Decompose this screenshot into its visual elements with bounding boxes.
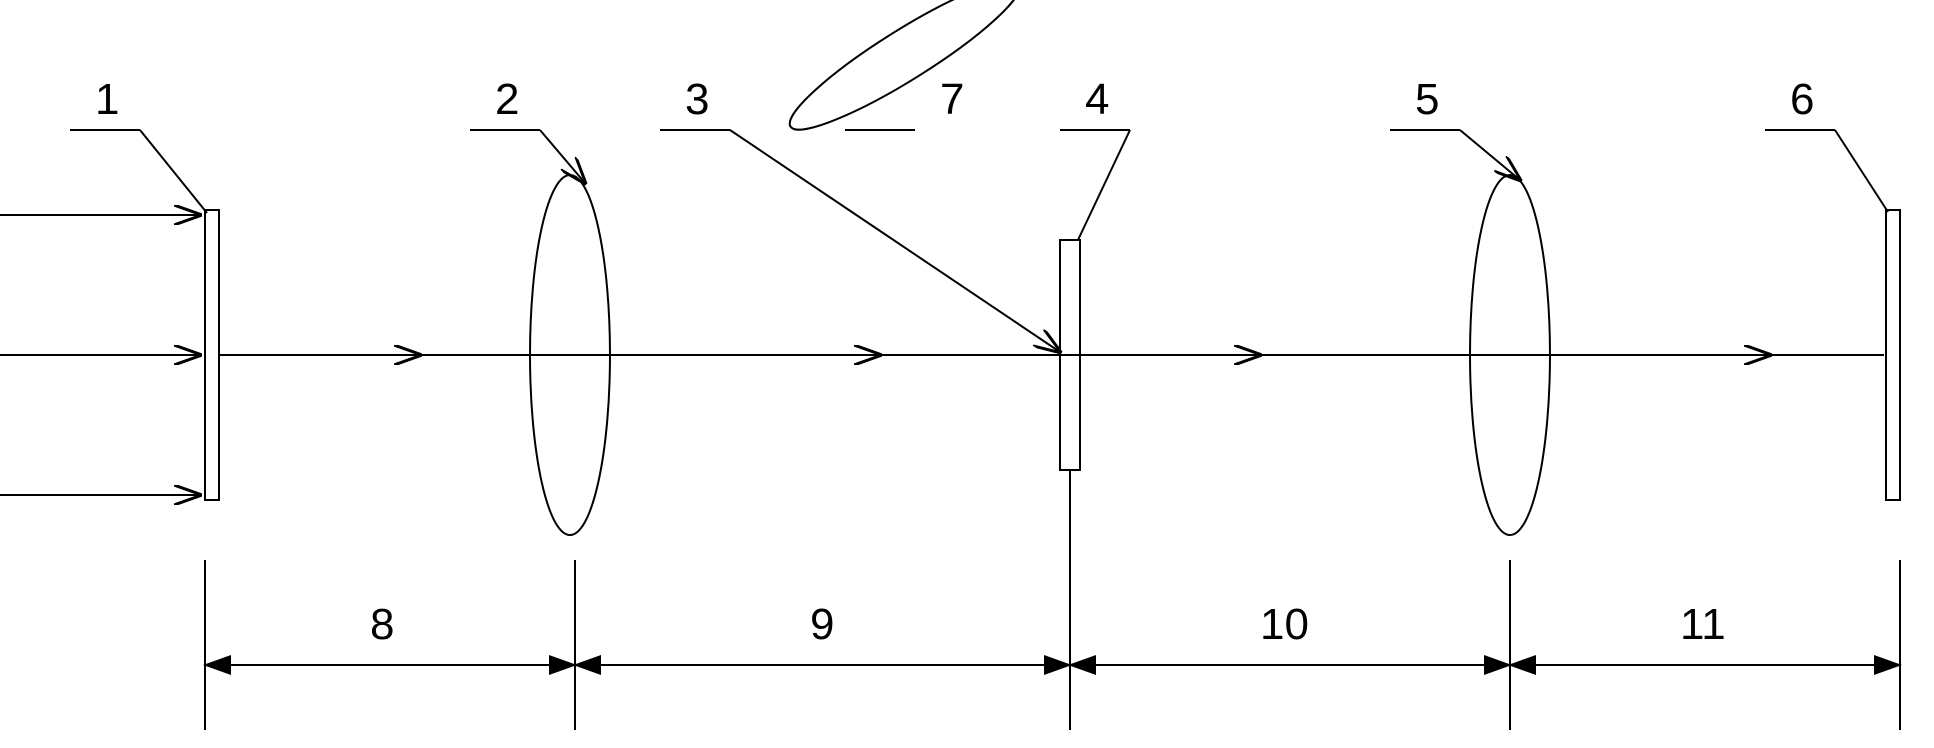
label-2: 2 (495, 75, 519, 125)
callout-4 (1078, 130, 1130, 240)
optical-diagram (0, 0, 1934, 748)
label-9: 9 (810, 600, 834, 650)
label-5: 5 (1415, 75, 1439, 125)
callout-2 (540, 130, 585, 183)
label-10: 10 (1260, 600, 1309, 650)
element-7-tilted-lens (777, 0, 1032, 148)
dimension-extensions (205, 470, 1900, 730)
callout-5 (1460, 130, 1520, 180)
label-4: 4 (1085, 75, 1109, 125)
element-1-plane (205, 210, 219, 500)
callout-1 (140, 130, 207, 213)
element-6-plane (1886, 210, 1900, 500)
incoming-rays (0, 215, 200, 495)
callout-6 (1835, 130, 1888, 212)
label-6: 6 (1790, 75, 1814, 125)
label-1: 1 (95, 75, 119, 125)
label-7: 7 (940, 75, 964, 125)
label-3: 3 (685, 75, 709, 125)
callout-3 (730, 130, 1060, 352)
label-8: 8 (370, 600, 394, 650)
label-11: 11 (1680, 600, 1726, 650)
